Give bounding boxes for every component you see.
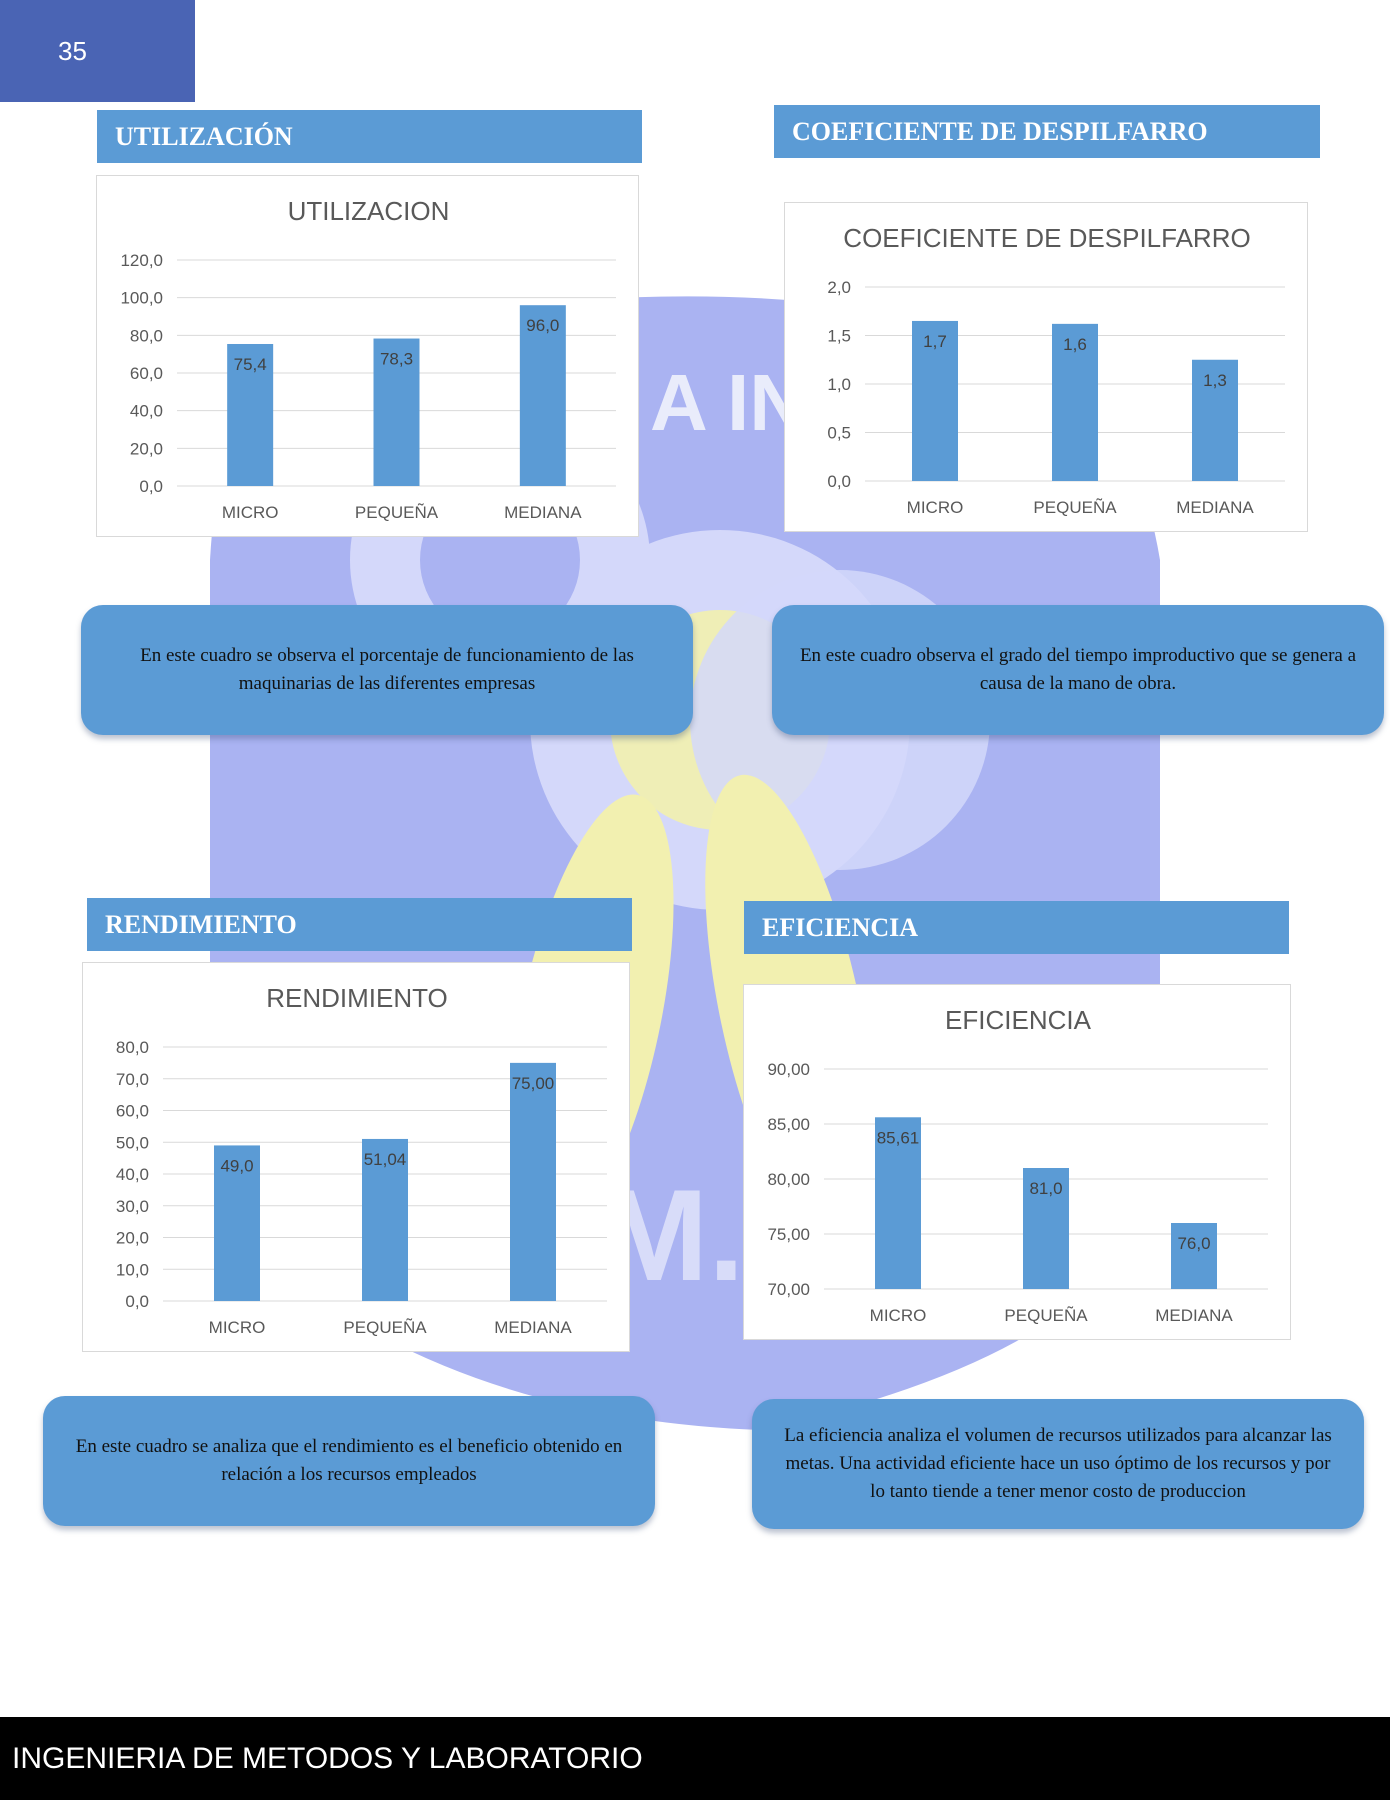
note-utilizacion: En este cuadro se observa el porcentaje … (81, 605, 693, 735)
note-utilizacion-text: En este cuadro se observa el porcentaje … (140, 645, 634, 694)
data-label: 76,0 (1177, 1234, 1210, 1253)
footer: INGENIERIA DE METODOS Y LABORATORIO (0, 1717, 1390, 1800)
bar-micro (875, 1117, 921, 1289)
bar-pequeña (1052, 323, 1098, 481)
header-utilizacion: UTILIZACIÓN (97, 110, 642, 163)
data-label: 51,04 (364, 1150, 407, 1169)
watermark-text-1: A IN (650, 358, 807, 447)
x-tick-label: MEDIANA (1155, 1306, 1233, 1325)
chart-utilizacion-svg: UTILIZACION 0,0 20,0 40,0 60,0 80,0 100,0 120,0… (120, 196, 616, 522)
bar-mediana (510, 1062, 556, 1301)
y-tick-label: 0,0 (827, 472, 851, 491)
bar-mediana (1171, 1223, 1217, 1289)
x-tick-label: MICRO (209, 1318, 266, 1337)
y-tick-label: 80,0 (130, 326, 163, 345)
chart-title: RENDIMIENTO (266, 983, 448, 1013)
bar-micro (227, 343, 274, 486)
x-tick-label: MICRO (870, 1306, 927, 1325)
y-tick-label: 40,0 (116, 1165, 149, 1184)
y-tick-label: 30,0 (116, 1197, 149, 1216)
y-tick-label: 70,00 (767, 1280, 810, 1299)
y-tick-label: 1,5 (827, 327, 851, 346)
chart-title: COEFICIENTE DE DESPILFARRO (843, 223, 1250, 253)
y-tick-label: 40,0 (130, 402, 163, 421)
footer-text: INGENIERIA DE METODOS Y LABORATORIO (12, 1741, 643, 1775)
data-label: 78,3 (380, 350, 413, 369)
x-tick-label: PEQUEÑA (355, 503, 439, 522)
y-tick-label: 75,00 (767, 1225, 810, 1244)
data-label: 49,0 (220, 1156, 253, 1175)
y-tick-label: 85,00 (767, 1115, 810, 1134)
header-eficiencia: EFICIENCIA (744, 901, 1289, 954)
x-tick-label: MEDIANA (504, 503, 582, 522)
chart-despilfarro: COEFICIENTE DE DESPILFARRO 0,0 0,5 1,0 1,5 2,… (784, 202, 1308, 532)
bar-mediana (519, 305, 566, 486)
y-tick-label: 10,0 (116, 1260, 149, 1279)
data-label: 75,00 (512, 1074, 555, 1093)
bar-pequeña (1023, 1168, 1069, 1289)
x-tick-label: MICRO (907, 498, 964, 517)
y-tick-label: 2,0 (827, 278, 851, 297)
note-rendimiento: En este cuadro se analiza que el rendimi… (43, 1396, 655, 1526)
data-label: 85,61 (877, 1128, 920, 1147)
x-tick-label: PEQUEÑA (1004, 1306, 1088, 1325)
x-tick-label: PEQUEÑA (1033, 498, 1117, 517)
bar-micro (912, 320, 958, 481)
data-label: 1,6 (1063, 335, 1087, 354)
data-label: 96,0 (526, 316, 559, 335)
header-rendimiento: RENDIMIENTO (87, 898, 632, 951)
x-tick-label: MICRO (222, 503, 279, 522)
y-tick-label: 0,0 (125, 1292, 149, 1311)
y-tick-label: 100,0 (120, 289, 163, 308)
chart-title: UTILIZACION (288, 196, 450, 226)
data-label: 75,4 (234, 355, 267, 374)
bar-pequeña (362, 1138, 408, 1301)
note-rendimiento-text: En este cuadro se analiza que el rendimi… (75, 1436, 623, 1485)
bar-pequeña (373, 338, 420, 486)
page-number: 35 (0, 0, 195, 102)
y-tick-label: 120,0 (120, 251, 163, 270)
note-eficiencia: La eficiencia analiza el volumen de recu… (752, 1399, 1364, 1529)
chart-rendimiento: RENDIMIENTO 0,0 10,0 20,0 30,0 40,0 50,0 60,0 70… (82, 962, 630, 1352)
chart-eficiencia: EFICIENCIA 70,00 75,00 80,00 85,00 90,00 85,61… (743, 984, 1291, 1340)
note-despilfarro: En este cuadro observa el grado del tiem… (772, 605, 1384, 735)
y-tick-label: 70,0 (116, 1070, 149, 1089)
x-tick-label: MEDIANA (494, 1318, 572, 1337)
y-tick-label: 60,0 (130, 364, 163, 383)
y-tick-label: 80,00 (767, 1170, 810, 1189)
chart-despilfarro-svg: COEFICIENTE DE DESPILFARRO 0,0 0,5 1,0 1,5 2,… (827, 223, 1285, 517)
chart-eficiencia-svg: EFICIENCIA 70,00 75,00 80,00 85,00 90,00 85,61… (767, 1005, 1268, 1325)
chart-title: EFICIENCIA (945, 1005, 1092, 1035)
data-label: 81,0 (1029, 1179, 1062, 1198)
y-tick-label: 0,5 (827, 424, 851, 443)
chart-utilizacion: UTILIZACION 0,0 20,0 40,0 60,0 80,0 100,0 120,0… (96, 175, 639, 537)
y-tick-label: 0,0 (139, 477, 163, 496)
y-tick-label: 1,0 (827, 375, 851, 394)
header-despilfarro: COEFICIENTE DE DESPILFARRO (774, 105, 1320, 158)
note-despilfarro-text: En este cuadro observa el grado del tiem… (799, 645, 1357, 694)
x-tick-label: MEDIANA (1176, 498, 1254, 517)
data-label: 1,7 (923, 332, 947, 351)
note-eficiencia-text: La eficiencia analiza el volumen de recu… (784, 1425, 1332, 1502)
y-tick-label: 20,0 (130, 439, 163, 458)
x-tick-label: PEQUEÑA (343, 1318, 427, 1337)
y-tick-label: 50,0 (116, 1133, 149, 1152)
chart-rendimiento-svg: RENDIMIENTO 0,0 10,0 20,0 30,0 40,0 50,0 60,0 70… (116, 983, 607, 1337)
y-tick-label: 80,0 (116, 1038, 149, 1057)
y-tick-label: 90,00 (767, 1060, 810, 1079)
y-tick-label: 20,0 (116, 1229, 149, 1248)
bar-mediana (1192, 359, 1238, 481)
bar-micro (214, 1145, 260, 1301)
y-tick-label: 60,0 (116, 1102, 149, 1121)
data-label: 1,3 (1203, 371, 1227, 390)
